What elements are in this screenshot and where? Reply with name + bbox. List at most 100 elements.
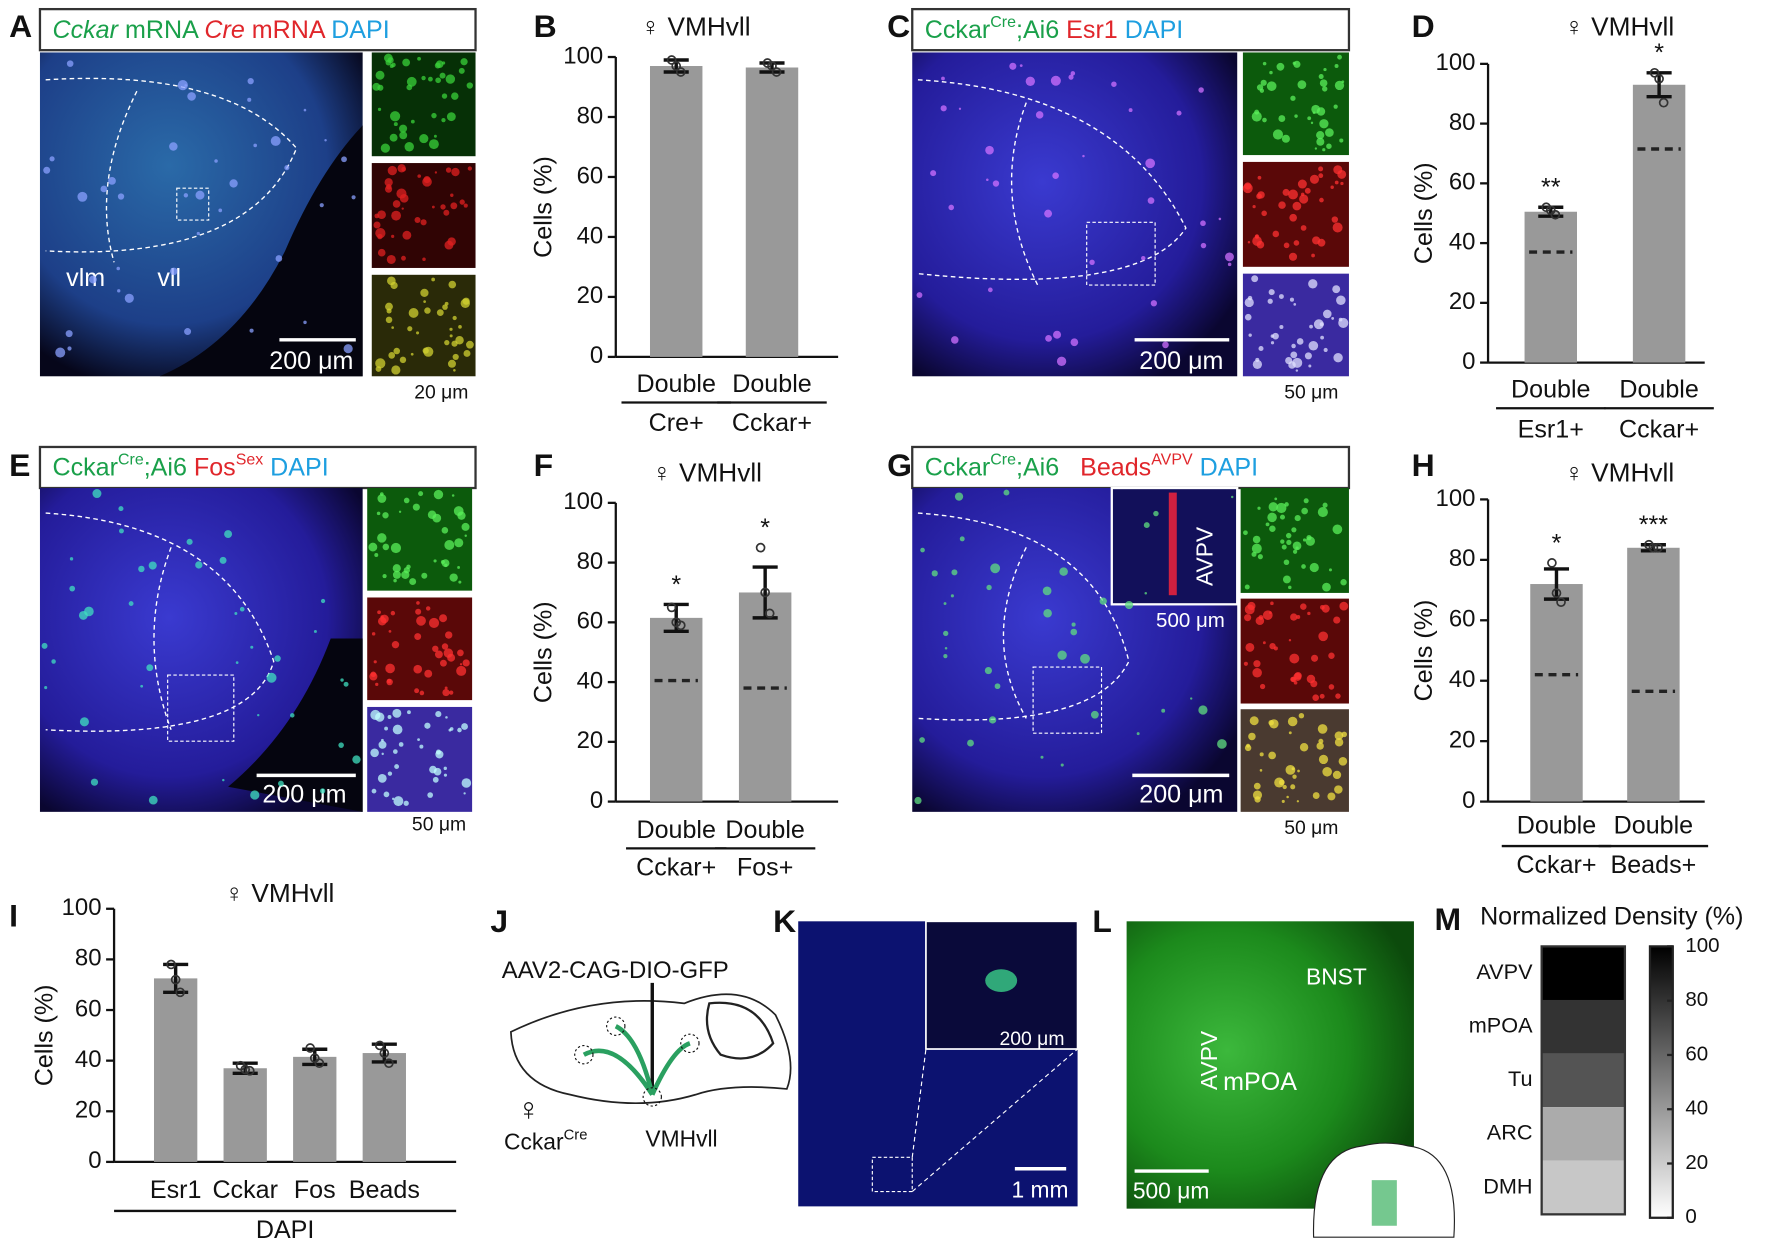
speckle xyxy=(446,112,456,122)
speckle xyxy=(1323,347,1328,353)
speckle xyxy=(341,156,347,163)
speckle xyxy=(404,142,414,152)
speckle xyxy=(389,111,401,122)
speckle xyxy=(428,76,433,82)
speckle xyxy=(218,208,223,213)
speckle xyxy=(391,62,396,68)
inset-guide xyxy=(911,1048,1078,1192)
y-tick-label: 100 xyxy=(563,488,603,515)
colorbar-tick-label: 0 xyxy=(1685,1205,1696,1228)
speckle xyxy=(41,642,48,649)
speckle xyxy=(1308,279,1318,289)
speckle xyxy=(415,608,422,615)
data-point xyxy=(166,959,176,970)
mouse-line-name: Cckar xyxy=(504,1129,564,1155)
chart-title: ♀ VMHvll xyxy=(641,11,751,41)
speckle xyxy=(466,340,474,349)
speckle xyxy=(994,683,1001,690)
colorbar-tick-label: 60 xyxy=(1685,1042,1708,1065)
speckle xyxy=(1292,201,1302,211)
speckle xyxy=(1334,738,1344,747)
inset-box xyxy=(167,674,235,742)
target xyxy=(680,1033,700,1054)
header-box xyxy=(38,7,477,52)
speckle xyxy=(1252,236,1262,246)
speckle xyxy=(402,58,411,67)
speckle xyxy=(1292,549,1298,554)
x-tick-label: Cckar xyxy=(212,1176,278,1204)
speckle xyxy=(401,255,406,261)
heat-cell xyxy=(1541,1107,1625,1161)
speckle xyxy=(1339,138,1344,143)
speckle xyxy=(967,739,974,747)
speckle xyxy=(140,684,144,688)
data-point xyxy=(767,61,777,71)
speckle xyxy=(1334,785,1343,794)
speckle xyxy=(1291,527,1297,533)
colorbar-tick-label: 20 xyxy=(1685,1151,1708,1174)
speckle xyxy=(1268,502,1278,512)
speckle xyxy=(382,512,389,519)
speckle xyxy=(434,650,443,659)
speckle xyxy=(1268,289,1275,296)
heat-cell xyxy=(1541,999,1625,1054)
speckle xyxy=(378,740,387,749)
speckle xyxy=(1309,174,1320,184)
speckle xyxy=(1150,300,1158,307)
speckle xyxy=(380,614,389,624)
speckle xyxy=(1269,70,1273,75)
speckle xyxy=(387,771,393,776)
significance: * xyxy=(1654,39,1664,67)
y-tick-label: 100 xyxy=(563,42,603,69)
image-label: AVPV xyxy=(1191,526,1217,586)
speckle xyxy=(1290,351,1298,359)
region-outline xyxy=(917,79,1187,286)
speckle xyxy=(1259,752,1264,757)
speckle xyxy=(1035,111,1044,119)
header: Cckar mRNA Cre mRNA DAPI xyxy=(53,15,390,43)
panel-letter: M xyxy=(1434,901,1461,937)
micrograph-dark xyxy=(159,125,363,377)
speckle xyxy=(1257,554,1263,560)
speckle xyxy=(1258,345,1264,352)
speckle xyxy=(931,570,938,577)
speckle xyxy=(1312,236,1321,245)
speckle xyxy=(424,307,431,314)
speckle xyxy=(1293,240,1300,246)
speckle xyxy=(43,166,51,174)
speckle xyxy=(1337,54,1342,60)
speckle xyxy=(49,156,55,162)
speckle xyxy=(1287,716,1298,727)
speckle xyxy=(1318,166,1324,172)
speckle xyxy=(1089,259,1095,266)
header-segment: AVPV xyxy=(1151,451,1193,468)
speckle xyxy=(253,143,258,148)
speckle xyxy=(451,167,460,177)
speckle xyxy=(1259,88,1265,93)
speckle xyxy=(1328,652,1335,659)
speckle xyxy=(449,327,453,331)
data-point xyxy=(1547,558,1557,568)
speckle xyxy=(990,563,1001,574)
speckle xyxy=(1262,641,1266,645)
speckle xyxy=(1141,255,1146,261)
speckle xyxy=(1304,187,1311,194)
speckle xyxy=(431,205,435,209)
scale-label: 200 μm xyxy=(999,1028,1064,1050)
speckle xyxy=(84,606,94,617)
speckle xyxy=(920,547,925,553)
speckle xyxy=(55,347,66,358)
speckle xyxy=(1025,76,1035,86)
speckle xyxy=(1080,653,1090,664)
panel-letter: G xyxy=(887,447,912,483)
speckle xyxy=(148,561,157,570)
panel-letter: I xyxy=(9,897,18,933)
speckle xyxy=(431,112,437,119)
y-tick-label: 40 xyxy=(1449,228,1476,255)
speckle xyxy=(442,61,446,65)
speckle xyxy=(1288,252,1298,261)
speckle xyxy=(1338,317,1349,328)
cerebellum xyxy=(705,1001,775,1060)
inset-signal xyxy=(985,969,1018,993)
speckle xyxy=(277,780,284,787)
